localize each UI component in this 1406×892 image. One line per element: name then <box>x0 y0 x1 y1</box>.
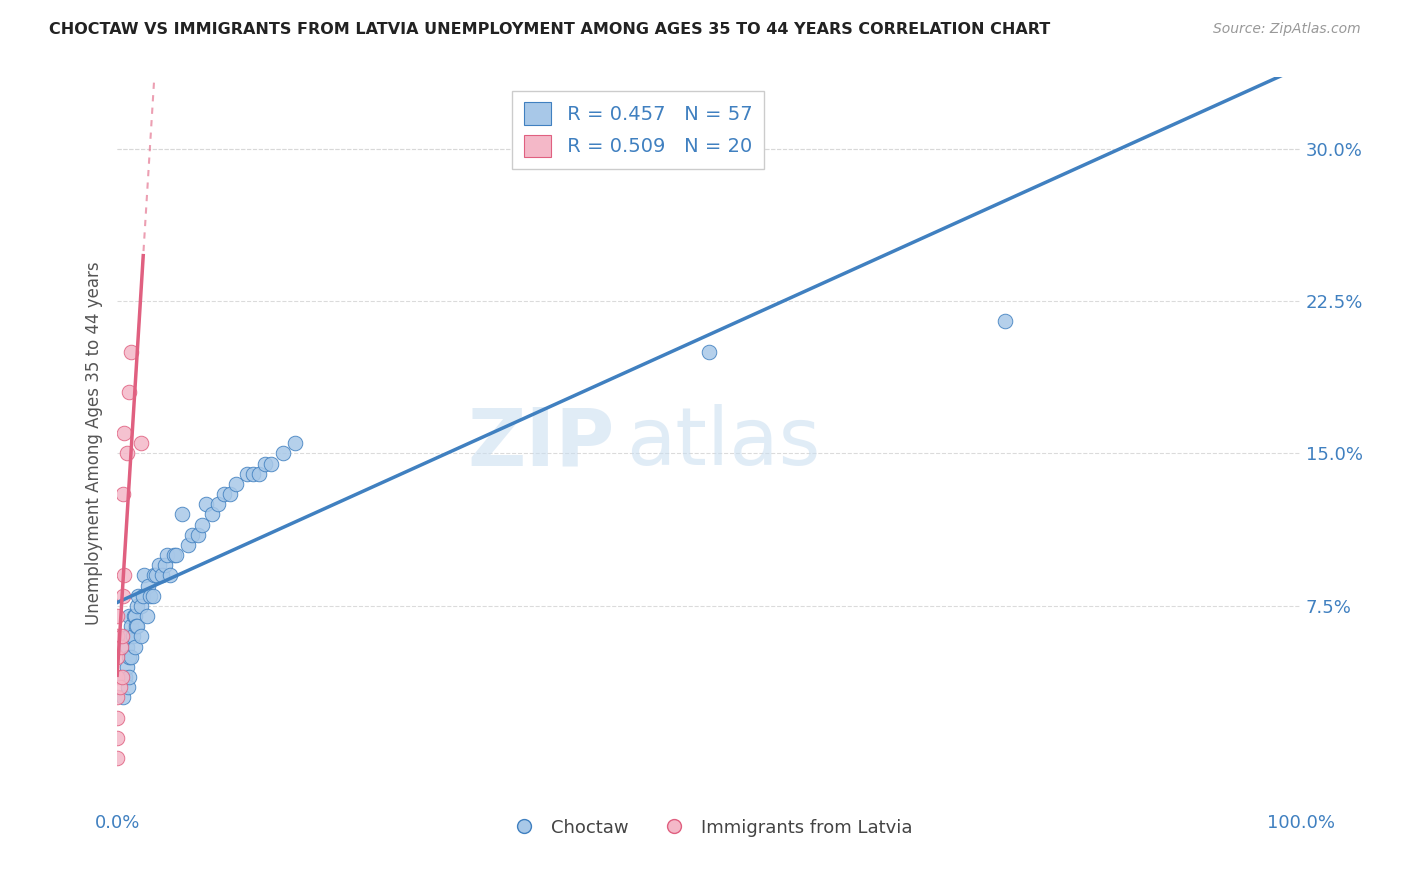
Point <box>122 609 145 624</box>
Point <box>105 751 128 765</box>
Point <box>156 548 179 562</box>
Point <box>129 599 152 613</box>
Point <box>136 578 159 592</box>
Point <box>120 619 142 633</box>
Point <box>125 619 148 633</box>
Point <box>247 467 270 481</box>
Point <box>114 670 136 684</box>
Point <box>153 558 176 573</box>
Point <box>165 548 187 562</box>
Point <box>697 344 720 359</box>
Point <box>105 711 128 725</box>
Text: ZIP: ZIP <box>467 404 614 483</box>
Point <box>118 385 141 400</box>
Point <box>118 649 141 664</box>
Y-axis label: Unemployment Among Ages 35 to 44 years: Unemployment Among Ages 35 to 44 years <box>86 261 103 625</box>
Point <box>120 344 142 359</box>
Point <box>207 497 229 511</box>
Point <box>212 487 235 501</box>
Point <box>105 731 128 745</box>
Point <box>111 670 134 684</box>
Point <box>124 640 146 654</box>
Point <box>225 477 247 491</box>
Point <box>110 640 132 654</box>
Point <box>111 629 134 643</box>
Point <box>105 649 128 664</box>
Point <box>271 446 294 460</box>
Legend: Choctaw, Immigrants from Latvia: Choctaw, Immigrants from Latvia <box>499 812 920 844</box>
Point <box>112 690 135 705</box>
Point <box>172 508 194 522</box>
Point <box>120 649 142 664</box>
Point <box>128 589 150 603</box>
Point <box>105 670 128 684</box>
Point <box>284 436 307 450</box>
Point <box>118 629 141 643</box>
Point <box>117 629 139 643</box>
Point <box>117 680 139 694</box>
Point <box>159 568 181 582</box>
Point <box>105 629 128 643</box>
Text: atlas: atlas <box>626 404 821 483</box>
Point <box>180 527 202 541</box>
Point <box>132 589 155 603</box>
Point <box>118 670 141 684</box>
Point <box>187 527 209 541</box>
Text: Source: ZipAtlas.com: Source: ZipAtlas.com <box>1213 22 1361 37</box>
Point <box>194 497 217 511</box>
Point <box>127 599 149 613</box>
Point <box>112 568 135 582</box>
Point <box>127 619 149 633</box>
Point <box>163 548 186 562</box>
Point <box>145 568 167 582</box>
Point <box>129 436 152 450</box>
Point <box>994 314 1017 328</box>
Point <box>115 640 138 654</box>
Point <box>150 568 173 582</box>
Point <box>115 660 138 674</box>
Point <box>191 517 214 532</box>
Point <box>129 629 152 643</box>
Point <box>242 467 264 481</box>
Point <box>115 446 138 460</box>
Point <box>236 467 259 481</box>
Point <box>105 609 128 624</box>
Point <box>124 609 146 624</box>
Point <box>108 680 131 694</box>
Point <box>118 609 141 624</box>
Point <box>218 487 240 501</box>
Point <box>112 487 135 501</box>
Point <box>201 508 224 522</box>
Point <box>112 589 135 603</box>
Point <box>112 426 135 441</box>
Point <box>139 589 162 603</box>
Point <box>142 568 165 582</box>
Point <box>105 690 128 705</box>
Point <box>121 629 143 643</box>
Point <box>148 558 170 573</box>
Point <box>135 609 157 624</box>
Point <box>142 589 165 603</box>
Point <box>134 568 156 582</box>
Point <box>177 538 200 552</box>
Point <box>260 457 283 471</box>
Text: CHOCTAW VS IMMIGRANTS FROM LATVIA UNEMPLOYMENT AMONG AGES 35 TO 44 YEARS CORRELA: CHOCTAW VS IMMIGRANTS FROM LATVIA UNEMPL… <box>49 22 1050 37</box>
Point <box>254 457 277 471</box>
